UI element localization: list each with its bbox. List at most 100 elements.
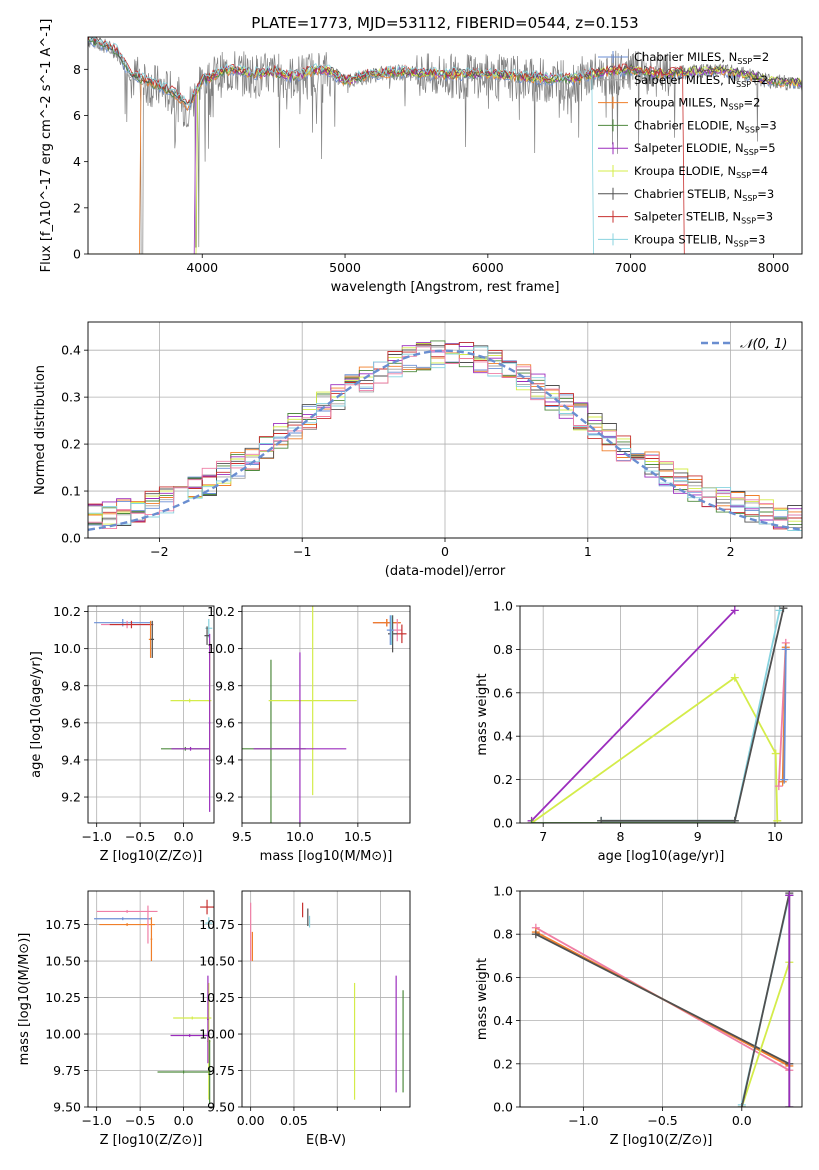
y-tick-label: 0.1 — [61, 484, 81, 499]
x-tick-label: −0.5 — [125, 829, 155, 844]
y-tick-label: 0 — [73, 247, 81, 262]
axes-weight_vs_age: 7 8 9 10 0.0 0.2 0.4 0.6 0.8 1.0 age [log10(age/yr… — [475, 599, 803, 864]
weight-marker — [597, 816, 606, 823]
y-tick-label: 9.4 — [61, 752, 81, 767]
legend-label-main: Kroupa MILES, N — [634, 96, 729, 110]
weight-marker — [779, 606, 788, 613]
weight-line-chabrier_stelib — [535, 933, 790, 1065]
panel-weight_vs_Z: −1.0 −0.5 0.0 0.0 0.2 0.4 0.6 0.8 1.0 Z [log10(Z/… — [475, 884, 803, 1148]
y-tick-label: 9.2 — [61, 790, 81, 805]
weight-marker — [785, 891, 794, 900]
legend-label-main: Salpeter STELIB, N — [634, 210, 741, 224]
y-tick-label: 10.0 — [207, 641, 235, 656]
x-axis-label: age [log10(age/yr)] — [598, 849, 725, 864]
axes-frame — [87, 890, 215, 1108]
weight-marker — [737, 1103, 746, 1107]
x-axis-label: mass [log10(M/M⊙)] — [260, 849, 393, 864]
errorbar-point-chabrier_stelib — [387, 615, 398, 653]
x-tick-label: 0.0 — [174, 829, 194, 844]
legend-label-sub: SSP — [734, 239, 749, 248]
y-tick-label: 0.8 — [493, 927, 513, 942]
errorbar-point-kroupa_miles — [372, 618, 401, 627]
x-tick-label: −1 — [293, 544, 311, 559]
legend-label-suffix: =3 — [757, 187, 774, 201]
y-tick-label: 0.8 — [493, 642, 513, 657]
figure-title: PLATE=1773, MJD=53112, FIBERID=0544, z=0… — [251, 14, 638, 32]
legend-label-sub: SSP — [736, 171, 751, 180]
weight-line-chabrier_stelib — [740, 893, 791, 1107]
data-spectrum-line — [88, 37, 802, 254]
x-tick-label: 0.00 — [237, 1113, 265, 1128]
x-axis-label: Z [log10(Z/Z⊙)] — [100, 1133, 203, 1148]
x-tick-label: 6000 — [472, 260, 504, 275]
y-tick-label: 4 — [73, 154, 81, 169]
grid-age_vs_mass — [241, 606, 410, 823]
weight-marker — [730, 673, 739, 682]
errorbar-point-pink — [392, 618, 402, 642]
errorbar-point-chabrier_elodie — [208, 1039, 211, 1105]
weight-marker — [730, 606, 739, 615]
y-tick-label: 0.4 — [493, 1013, 513, 1028]
legend-label-kroupa_miles: Kroupa MILES, NSSP=2 — [634, 96, 760, 112]
legend-label-main: Salpeter MILES, N — [634, 73, 736, 87]
y-tick-label: 10.25 — [199, 990, 235, 1005]
x-axis-label: Z [log10(Z/Z⊙)] — [610, 1133, 713, 1148]
axes-weight_vs_Z: −1.0 −0.5 0.0 0.0 0.2 0.4 0.6 0.8 1.0 Z [log10(Z/… — [475, 884, 803, 1148]
legend-label-sub: SSP — [741, 217, 756, 226]
axes-frame — [87, 605, 215, 824]
legend-label-suffix: =4 — [751, 164, 768, 178]
x-tick-label: 1 — [584, 544, 592, 559]
plot-area-residuals — [88, 340, 802, 531]
legend-label-suffix: =2 — [744, 96, 761, 110]
x-tick-label: 0.0 — [732, 1113, 752, 1128]
x-axis-label: Z [log10(Z/Z⊙)] — [100, 849, 203, 864]
errorbar-point-salpeter_elodie — [207, 975, 209, 1064]
legend-label-sub: SSP — [744, 148, 759, 157]
legend-label-kroupa_elodie: Kroupa ELODIE, NSSP=4 — [634, 164, 768, 180]
x-tick-label: 10.0 — [286, 829, 314, 844]
legend-label-chabrier_stelib: Chabrier STELIB, NSSP=3 — [634, 187, 774, 203]
panel-residuals: −2 −1 0 1 2 0.0 0.1 0.2 0.3 0.4 (data-model)/error… — [33, 321, 803, 579]
legend-label-main: Chabrier MILES, N — [634, 50, 737, 64]
plot-area-mass_vs_Z — [94, 899, 214, 1105]
y-axis-label: mass weight — [475, 958, 490, 1040]
gaussian-curve — [88, 349, 802, 531]
legend-label-main: Chabrier STELIB, N — [634, 187, 742, 201]
weight-marker — [774, 782, 783, 791]
histogram-pink — [88, 346, 802, 530]
y-tick-label: 9.8 — [215, 678, 235, 693]
x-axis-label: wavelength [Angstrom, rest frame] — [331, 280, 560, 295]
y-tick-label: 0.6 — [493, 970, 513, 985]
y-tick-label: 0.0 — [61, 531, 81, 546]
plot-area-weight_vs_Z — [531, 891, 794, 1107]
y-tick-label: 9.6 — [61, 715, 81, 730]
axes-mass_vs_Z: −1.0 −0.5 0.0 9.50 9.75 10.00 10.25 10.50 10.75 Z… — [17, 890, 215, 1148]
weight-marker — [730, 816, 739, 823]
errorbar-point-kroupa_elodie — [173, 1016, 212, 1020]
errorbar-point-pink — [147, 905, 149, 944]
errorbar-point-salpeter_elodie — [170, 1034, 209, 1037]
x-tick-label: 0.0 — [174, 1113, 194, 1128]
panel-age_vs_Z: −1.0 −0.5 0.0 9.2 9.4 9.6 9.8 10.0 10.2 Z [log10(… — [29, 604, 215, 864]
y-axis-label: age [log10(age/yr)] — [29, 651, 44, 778]
spectrum-legend: Chabrier MILES, N SSP =2 Salpeter MILES, N S… — [598, 50, 777, 248]
x-tick-label: 4000 — [186, 260, 218, 275]
y-tick-label: 10.2 — [53, 604, 81, 619]
errorbar-point-chabrier_miles — [94, 917, 152, 921]
legend-label-main: Chabrier ELODIE, N — [634, 118, 745, 132]
x-tick-label: 2 — [727, 544, 735, 559]
legend-label-suffix: =3 — [756, 210, 773, 224]
model-line-kroupa_stelib — [89, 37, 801, 254]
y-tick-label: 8 — [73, 62, 81, 77]
axes-age_vs_mass: 9.5 10.0 10.5 9.2 9.4 9.6 9.8 10.0 10.2 mass [log… — [207, 604, 411, 864]
legend-label-suffix: =3 — [760, 118, 777, 132]
plots: 4000 5000 6000 7000 8000 0 2 4 6 8 wavelength [Ang… — [17, 19, 803, 1148]
errorbar-point-chabrier_stelib — [150, 620, 155, 658]
plot-area-age_vs_Z — [94, 618, 213, 812]
errorbar-point-kroupa_stelib — [205, 917, 213, 929]
axes-frame — [87, 36, 803, 255]
x-tick-label: 9.5 — [232, 829, 252, 844]
legend-label-sub: SSP — [745, 125, 760, 134]
errorbar-point-salpeter_stelib — [397, 624, 407, 644]
